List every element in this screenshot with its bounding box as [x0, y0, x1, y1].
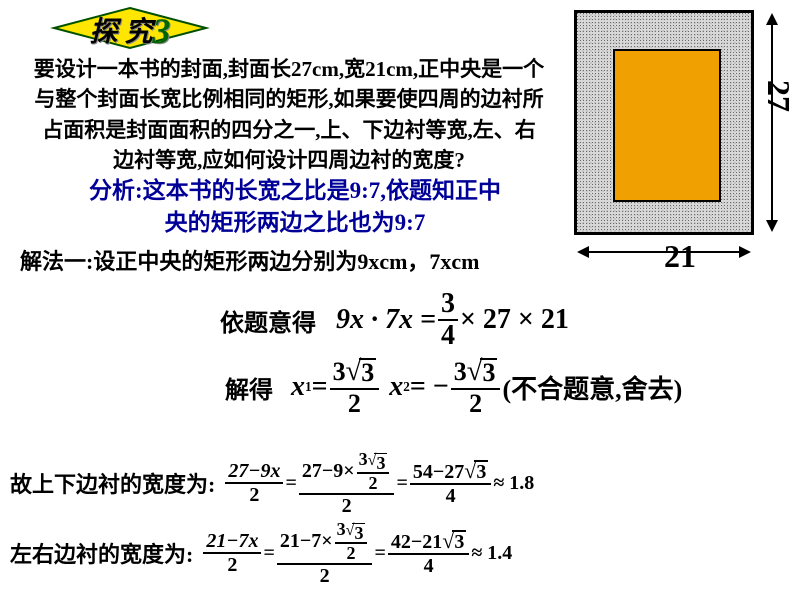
- eq1-lhs: 9x · 7x =: [336, 304, 436, 336]
- eq3-math: 27−9x 2 = 27−9× 3√3 2 2 = 54−27√3 4 ≈ 1.…: [223, 450, 534, 516]
- eq4-math: 21−7x 2 = 21−7× 3√3 2 2 = 42−21√3 4 ≈ 1.…: [201, 520, 512, 586]
- analysis-text: 分析:这本书的长宽之比是9:7,依题知正中 央的矩形两边之比也为9:7: [40, 175, 550, 239]
- eq4-label: 左右边衬的宽度为:: [10, 537, 193, 569]
- eq2-frac2: 3√3 2: [451, 358, 501, 417]
- book-diagram: 27 21: [574, 10, 784, 270]
- equation-4: 左右边衬的宽度为: 21−7x 2 = 21−7× 3√3 2 2 = 42−2…: [10, 520, 512, 586]
- problem-line: 边衬等宽,应如何设计四周边衬的宽度?: [14, 145, 564, 175]
- problem-line: 与整个封面长宽比例相同的矩形,如果要使四周的边衬所: [14, 84, 564, 114]
- eq1-label: 依题意得: [220, 303, 316, 338]
- solution-intro: 解法一:设正中央的矩形两边分别为9xcm，7xcm: [20, 244, 480, 276]
- book-inner-rect: [613, 49, 721, 202]
- book-outer-rect: [574, 10, 754, 235]
- eq1-rhs: × 27 × 21: [460, 304, 569, 336]
- analysis-line: 分析:这本书的长宽之比是9:7,依题知正中: [40, 175, 550, 207]
- badge-number: 3: [153, 11, 171, 51]
- problem-line: 要设计一本书的封面,封面长27cm,宽21cm,正中央是一个: [14, 54, 564, 84]
- eq2-label: 解得: [225, 370, 273, 405]
- equation-1: 依题意得 9x · 7x = 3 4 × 27 × 21: [220, 290, 569, 350]
- analysis-line: 央的矩形两边之比也为9:7: [40, 207, 550, 239]
- badge-title: 探 究3: [50, 10, 210, 52]
- eq2-frac1: 3√3 2: [330, 358, 380, 417]
- section-badge: 探 究3: [50, 6, 210, 50]
- vertical-dimension-arrow: [762, 13, 782, 232]
- eq1-fraction: 3 4: [438, 290, 458, 350]
- eq3-label: 故上下边衬的宽度为:: [10, 467, 215, 499]
- badge-text: 探 究: [89, 17, 152, 48]
- equation-3: 故上下边衬的宽度为: 27−9x 2 = 27−9× 3√3 2 2 = 54−…: [10, 450, 534, 516]
- height-label: 27: [760, 80, 794, 112]
- width-label: 21: [664, 238, 696, 275]
- problem-line: 占面积是封面面积的四分之一,上、下边衬等宽,左、右: [14, 115, 564, 145]
- discard-note: (不合题意,舍去): [502, 369, 682, 406]
- problem-statement: 要设计一本书的封面,封面长27cm,宽21cm,正中央是一个 与整个封面长宽比例…: [14, 54, 564, 176]
- equation-2: 解得 x1 = 3√3 2 x2 = − 3√3 2 (不合题意,舍去): [225, 358, 682, 417]
